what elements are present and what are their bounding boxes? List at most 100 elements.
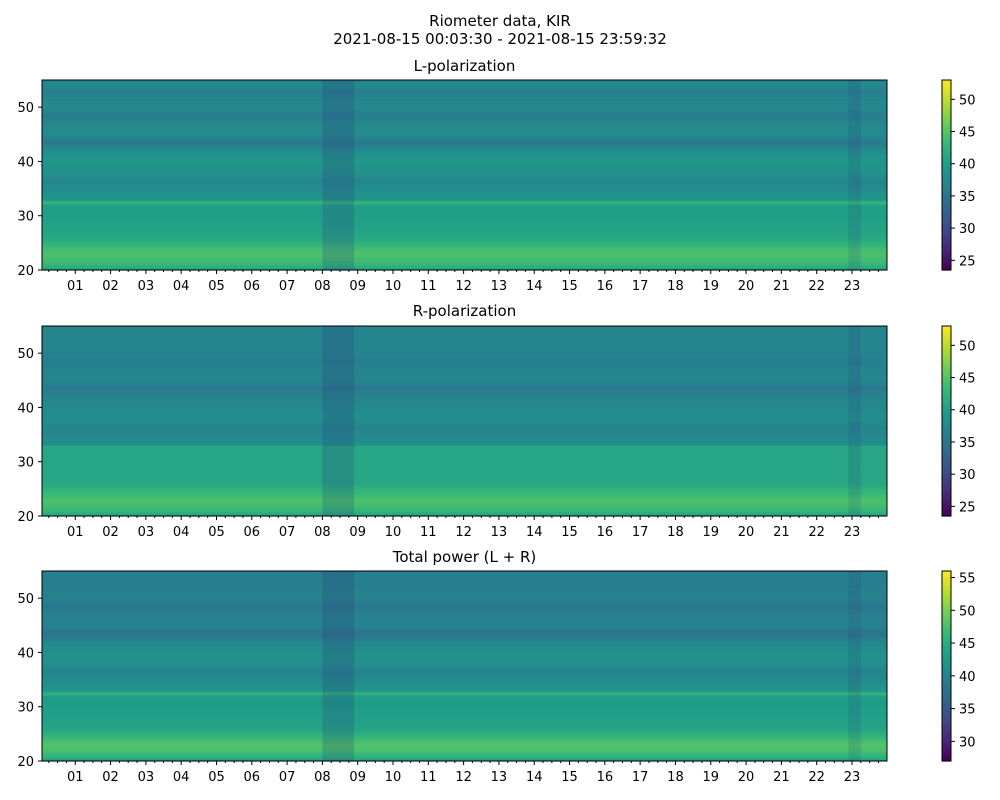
x-tick-label: 04: [173, 525, 190, 540]
x-tick-label: 17: [632, 525, 649, 540]
heatmap-row: [42, 328, 887, 331]
colorbar-segment: [942, 171, 951, 174]
heatmap-row: [42, 161, 887, 164]
heatmap-row: [42, 81, 887, 84]
colorbar-segment: [942, 449, 951, 452]
heatmap-row: [42, 583, 887, 586]
colorbar-segment: [942, 694, 951, 697]
heatmap-row: [42, 177, 887, 180]
heatmap-row: [42, 683, 887, 686]
heatmap-row: [42, 200, 887, 203]
colorbar-segment: [942, 616, 951, 620]
x-tick-label: 07: [279, 525, 296, 540]
colorbar-segment: [942, 647, 951, 650]
colorbar-segment: [942, 81, 951, 85]
heatmap-row: [42, 103, 887, 106]
heatmap-row: [42, 423, 887, 426]
colorbar-segment: [942, 576, 951, 580]
heatmap-row: [42, 111, 887, 114]
heatmap-row: [42, 625, 887, 628]
colorbar-segment: [942, 335, 951, 338]
heatmap-row: [42, 123, 887, 126]
heatmap-row: [42, 461, 887, 464]
heatmap-row: [42, 672, 887, 675]
heatmap-row: [42, 507, 887, 510]
colorbar-segment: [942, 178, 951, 182]
heatmap-row: [42, 104, 887, 107]
colorbar-segment: [942, 218, 951, 222]
x-tick-label: 03: [138, 525, 155, 540]
heatmap-row: [42, 160, 887, 163]
colorbar-segment: [942, 386, 951, 390]
colorbar-segment: [942, 586, 951, 589]
y-tick-label: 30: [17, 210, 34, 225]
figure-title-line2: 2021-08-15 00:03:30 - 2021-08-15 23:59:3…: [333, 30, 667, 48]
colorbar-segment: [942, 468, 951, 471]
colorbar-segment: [942, 504, 951, 508]
heatmap-row: [42, 327, 887, 330]
heatmap-row: [42, 399, 887, 402]
colorbar-segment: [942, 262, 951, 265]
x-tick-label: 01: [67, 770, 84, 785]
heatmap-row: [42, 591, 887, 594]
colorbar-segment: [942, 612, 951, 616]
colorbar-segment: [942, 489, 951, 492]
heatmap-row: [42, 203, 887, 206]
heatmap-row: [42, 378, 887, 381]
heatmap-row: [42, 746, 887, 749]
heatmap-row: [42, 331, 887, 334]
heatmap-row: [42, 630, 887, 633]
colorbar-segment: [942, 133, 951, 136]
heatmap-row: [42, 165, 887, 168]
colorbar-segment: [942, 190, 951, 193]
colorbar-segment: [942, 354, 951, 357]
heatmap-row: [42, 242, 887, 245]
heatmap-row: [42, 85, 887, 88]
heatmap-row: [42, 651, 887, 654]
heatmap-row: [42, 118, 887, 120]
heatmap-row: [42, 587, 887, 590]
heatmap-row: [42, 622, 887, 625]
heatmap-row: [42, 510, 887, 513]
colorbar-tick-label: 50: [959, 93, 976, 108]
x-tick-label: 19: [702, 525, 719, 540]
heatmap-row: [42, 607, 887, 610]
x-tick-label: 18: [667, 279, 684, 294]
heatmap-row: [42, 340, 887, 343]
heatmap-row: [42, 211, 887, 214]
heatmap-row: [42, 649, 887, 652]
heatmap-row: [42, 196, 887, 199]
colorbar-segment: [942, 337, 951, 340]
colorbar-segment: [942, 205, 951, 208]
heatmap-row: [42, 218, 887, 221]
colorbar-segment: [942, 403, 951, 407]
x-tick-label: 20: [738, 525, 755, 540]
colorbar-segment: [942, 641, 951, 644]
heatmap-band: [322, 571, 355, 761]
x-tick-label: 13: [491, 525, 508, 540]
axes-frame: [41, 79, 888, 271]
colorbar-segment: [942, 188, 951, 191]
heatmap-row: [42, 93, 887, 96]
heatmap-row: [42, 640, 887, 643]
colorbar-segment: [942, 732, 951, 735]
axes-frame: [41, 325, 888, 517]
heatmap-row: [42, 350, 887, 353]
colorbar-segment: [942, 159, 951, 163]
heatmap-row: [42, 358, 887, 361]
colorbar-segment: [942, 161, 951, 165]
colorbar-segment: [942, 194, 951, 197]
colorbar-segment: [942, 341, 951, 344]
heatmap-row: [42, 185, 887, 188]
y-tick-label: 20: [17, 755, 34, 770]
heatmap-row: [42, 430, 887, 433]
colorbar-segment: [942, 574, 951, 578]
x-tick-label: 03: [138, 279, 155, 294]
colorbar-segment: [942, 326, 951, 329]
heatmap-band: [322, 80, 355, 270]
colorbar-tick-label: 50: [959, 604, 976, 619]
heatmap-row: [42, 698, 887, 701]
y-tick-label: 30: [17, 456, 34, 471]
heatmap-row: [42, 736, 887, 739]
heatmap-row: [42, 695, 887, 698]
